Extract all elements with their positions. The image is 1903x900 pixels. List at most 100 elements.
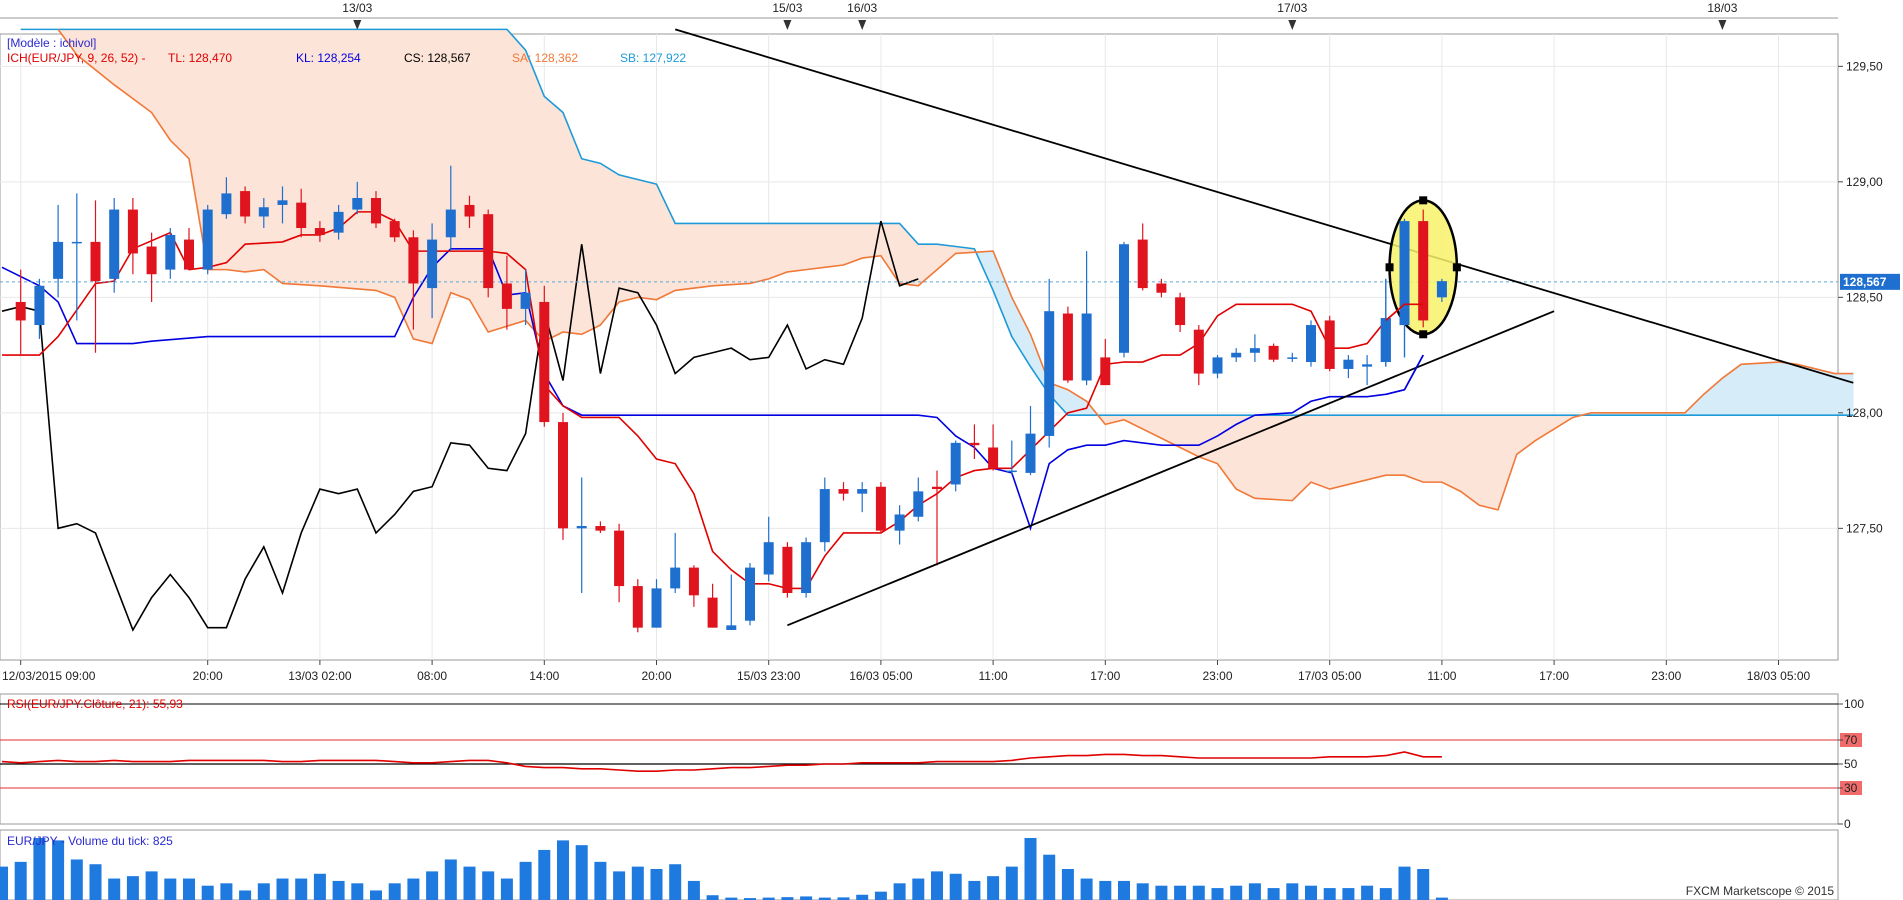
volume-bar (201, 885, 214, 900)
resistance-trendline[interactable] (674, 28, 1854, 384)
cloud-segment (1376, 414, 1387, 478)
time-tick-label: 17:00 (1090, 669, 1120, 683)
top-date-axis: 13/03 15/03 16/03 17/03 18/03 (0, 1, 1838, 30)
cloud-segment (534, 73, 545, 343)
cloud-segment (693, 223, 704, 289)
candle-body (651, 588, 662, 628)
volume-bar (687, 880, 700, 900)
candle-body (1268, 345, 1279, 360)
cloud-segment (375, 29, 386, 295)
cloud-segment (1357, 414, 1368, 483)
candle-body (1100, 357, 1111, 386)
cloud-segment (1778, 361, 1789, 416)
ellipse-handle[interactable] (1452, 263, 1461, 272)
volume-bar (1361, 885, 1374, 900)
cloud-segment (749, 223, 760, 284)
ellipse-handle[interactable] (1419, 196, 1428, 205)
volume-bar (33, 838, 46, 900)
candle-body (595, 526, 606, 531)
cloud-segment (170, 29, 180, 151)
candle-body (427, 239, 438, 289)
time-tick-label: 11:00 (979, 669, 1008, 683)
volume-bar (744, 898, 756, 900)
chikou-span-line (1, 220, 919, 632)
cloud-segment (357, 29, 367, 290)
time-tick-label: 08:00 (417, 669, 447, 683)
cloud-segment (600, 162, 611, 326)
volume-bar (1118, 880, 1130, 900)
cloud-segment (1273, 414, 1284, 501)
cloud-segment (843, 223, 854, 266)
candle-body (950, 442, 961, 485)
ellipse-handle[interactable] (1385, 263, 1394, 272)
cloud-segment (319, 29, 330, 287)
candle-body (707, 597, 718, 628)
cloud-segment (469, 29, 480, 317)
cloud-segment (328, 29, 339, 288)
cloud-segment (385, 29, 395, 298)
time-tick-label: 17/03 05:00 (1298, 669, 1362, 683)
cloud-segment (833, 223, 844, 267)
cloud-segment (702, 223, 713, 288)
candle-body (875, 486, 886, 531)
time-tick-label: 15/03 23:00 (737, 669, 801, 683)
top-date-label: 13/03 (342, 1, 372, 15)
candle-body (184, 239, 194, 270)
cloud-segment (1796, 363, 1807, 416)
candle-body (389, 221, 400, 238)
time-tick-label: 20:00 (641, 669, 671, 683)
volume-bar (1005, 866, 1018, 900)
volume-bar (1099, 880, 1112, 900)
volume-bar (276, 878, 289, 900)
volume-bar (968, 880, 981, 900)
rsi-tick-label: 50 (1844, 757, 1858, 771)
candle-body (1193, 329, 1204, 374)
candle-body (688, 567, 699, 596)
support-trendline[interactable] (787, 310, 1555, 627)
volume-bar (145, 871, 158, 900)
candle-body (558, 422, 568, 529)
footer-credit: FXCM Marketscope © 2015 (1686, 884, 1835, 898)
cloud-segment (618, 174, 629, 303)
volume-bar (89, 864, 102, 900)
highlight-ellipse[interactable] (1380, 196, 1461, 396)
rsi-pane: 100 70 50 30 0 (0, 697, 1864, 831)
cloud-segment (852, 223, 863, 262)
cloud-segment (132, 29, 143, 107)
cloud-segment (366, 29, 377, 291)
cloud-segment (1432, 414, 1443, 483)
cloud-segment (1479, 414, 1489, 508)
cloud-segment (628, 176, 639, 301)
volume-bar (1417, 869, 1430, 900)
candle-body (240, 191, 251, 217)
cloud-segment (179, 29, 190, 160)
candle-body (464, 204, 475, 217)
cloud-segment (459, 29, 470, 301)
cloud-segment (1189, 414, 1200, 458)
cloud-segment (272, 29, 283, 285)
volume-bar (912, 878, 925, 900)
cloud-segment (1469, 414, 1480, 506)
candle-body (34, 285, 45, 326)
volume-bar (1379, 888, 1392, 900)
rsi-tick-label: 30 (1844, 781, 1858, 795)
candle-body (1062, 313, 1073, 381)
current-price-badge (1840, 273, 1900, 290)
candle-body (632, 586, 643, 628)
volume-bar (987, 876, 1000, 900)
volume-bar (14, 861, 27, 900)
ellipse-handle[interactable] (1419, 330, 1428, 339)
candle-body (782, 546, 793, 594)
volume-bar (164, 878, 177, 900)
volume-bar (781, 897, 794, 900)
volume-bar (725, 897, 738, 900)
candle-body (1324, 320, 1335, 369)
volume-bar (1435, 897, 1448, 900)
candle-body (333, 211, 344, 233)
cloud-segment (1824, 370, 1835, 416)
cloud-segment (1759, 362, 1770, 416)
top-date-label: 18/03 (1707, 1, 1737, 15)
volume-bar (257, 883, 270, 900)
trendlines[interactable] (674, 28, 1854, 627)
cloud-segment (450, 29, 461, 297)
